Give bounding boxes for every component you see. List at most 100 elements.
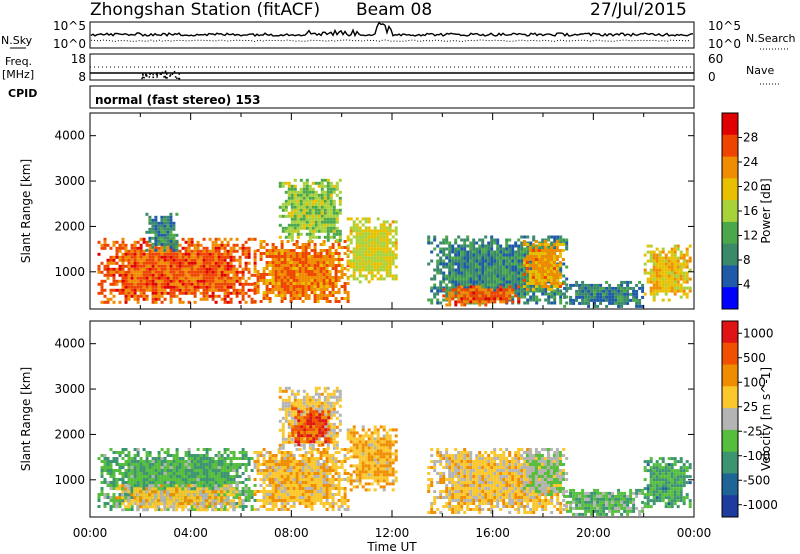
range-gate-cell xyxy=(596,298,600,302)
range-gate-cell xyxy=(163,478,167,481)
range-gate-cell xyxy=(382,226,386,230)
range-gate-cell xyxy=(265,297,269,300)
range-gate-cell xyxy=(172,469,176,472)
range-gate-cell xyxy=(181,300,185,304)
range-gate-cell xyxy=(217,490,221,494)
range-gate-cell xyxy=(157,496,161,500)
range-gate-cell xyxy=(238,502,242,506)
range-gate-cell xyxy=(528,258,532,261)
range-gate-cell xyxy=(124,285,128,289)
range-gate-cell xyxy=(364,265,368,269)
nave-dot xyxy=(161,71,164,74)
range-gate-cell xyxy=(478,238,482,242)
range-gate-cell xyxy=(558,285,562,288)
range-gate-cell xyxy=(658,268,662,272)
range-gate-cell xyxy=(578,286,582,290)
range-gate-cell xyxy=(103,481,107,484)
range-gate-cell xyxy=(238,291,242,295)
range-gate-cell xyxy=(229,261,233,265)
range-gate-cell xyxy=(115,270,119,274)
range-gate-cell xyxy=(223,478,227,481)
range-gate-cell xyxy=(448,256,452,260)
range-gate-cell xyxy=(367,244,371,248)
nave-dot xyxy=(143,76,145,79)
range-gate-cell xyxy=(274,460,278,463)
range-gate-cell xyxy=(214,475,218,478)
range-gate-cell xyxy=(460,262,464,266)
range-gate-cell xyxy=(325,273,329,276)
range-gate-cell xyxy=(326,202,330,206)
range-gate-cell xyxy=(256,472,260,475)
range-gate-cell xyxy=(326,217,330,221)
range-gate-cell xyxy=(214,490,218,494)
range-gate-cell xyxy=(214,469,218,472)
range-gate-cell xyxy=(537,258,541,261)
range-gate-cell xyxy=(124,496,128,499)
range-gate-cell xyxy=(184,460,188,463)
range-gate-cell xyxy=(667,256,671,260)
range-gate-cell xyxy=(172,487,176,491)
range-gate-cell xyxy=(118,243,122,247)
range-gate-cell xyxy=(319,261,323,264)
range-gate-cell xyxy=(157,282,161,286)
range-gate-cell xyxy=(289,270,293,273)
range-gate-cell xyxy=(274,466,278,469)
range-gate-cell xyxy=(508,297,512,301)
range-gate-cell xyxy=(277,469,281,472)
range-gate-cell xyxy=(247,288,251,292)
range-gate-cell xyxy=(259,478,263,481)
range-gate-cell xyxy=(472,268,476,272)
range-gate-cell xyxy=(202,490,206,494)
range-gate-cell xyxy=(142,297,146,301)
range-gate-cell xyxy=(685,286,689,290)
range-gate-cell xyxy=(169,502,173,506)
range-gate-cell xyxy=(136,264,140,268)
range-gate-cell xyxy=(238,264,242,268)
range-gate-cell xyxy=(127,258,131,262)
range-gate-cell xyxy=(528,273,532,276)
range-gate-cell xyxy=(124,276,128,280)
range-gate-cell xyxy=(343,252,347,255)
range-gate-cell xyxy=(127,460,131,463)
range-gate-cell xyxy=(331,288,335,291)
range-gate-cell xyxy=(626,289,630,293)
range-gate-cell xyxy=(100,493,104,496)
range-gate-cell xyxy=(278,223,282,227)
range-gate-cell xyxy=(220,493,224,497)
range-gate-cell xyxy=(130,496,134,499)
range-gate-cell xyxy=(394,244,398,248)
range-gate-cell xyxy=(154,246,158,250)
range-gate-cell xyxy=(196,475,200,478)
range-gate-cell xyxy=(394,226,398,230)
range-gate-cell xyxy=(496,259,500,263)
range-gate-cell xyxy=(340,270,344,273)
range-gate-cell xyxy=(638,304,642,308)
range-gate-cell xyxy=(658,259,662,263)
range-gate-cell xyxy=(301,270,305,273)
range-gate-cell xyxy=(181,475,185,478)
range-gate-cell xyxy=(136,496,140,500)
range-gate-cell xyxy=(136,252,140,256)
range-gate-cell xyxy=(487,294,491,298)
range-gate-cell xyxy=(247,457,251,460)
range-gate-cell xyxy=(511,300,515,304)
range-gate-cell xyxy=(661,265,665,269)
range-gate-cell xyxy=(314,181,318,185)
range-gate-cell xyxy=(127,249,131,253)
range-gate-cell xyxy=(124,279,128,283)
range-gate-cell xyxy=(499,253,503,257)
range-gate-cell xyxy=(148,218,152,222)
range-gate-cell xyxy=(241,502,245,505)
range-gate-cell xyxy=(481,268,485,272)
range-gate-cell xyxy=(262,463,266,466)
range-gate-cell xyxy=(322,282,326,285)
range-gate-cell xyxy=(605,289,609,293)
range-gate-cell xyxy=(514,294,518,298)
range-gate-cell xyxy=(451,274,455,278)
range-gate-cell xyxy=(226,493,230,497)
range-gate-cell xyxy=(157,466,161,469)
range-gate-cell xyxy=(199,273,203,277)
range-gate-cell xyxy=(121,484,125,488)
range-gate-cell xyxy=(286,460,290,463)
power-y-axis-label: Slant Range [km] xyxy=(19,159,33,263)
